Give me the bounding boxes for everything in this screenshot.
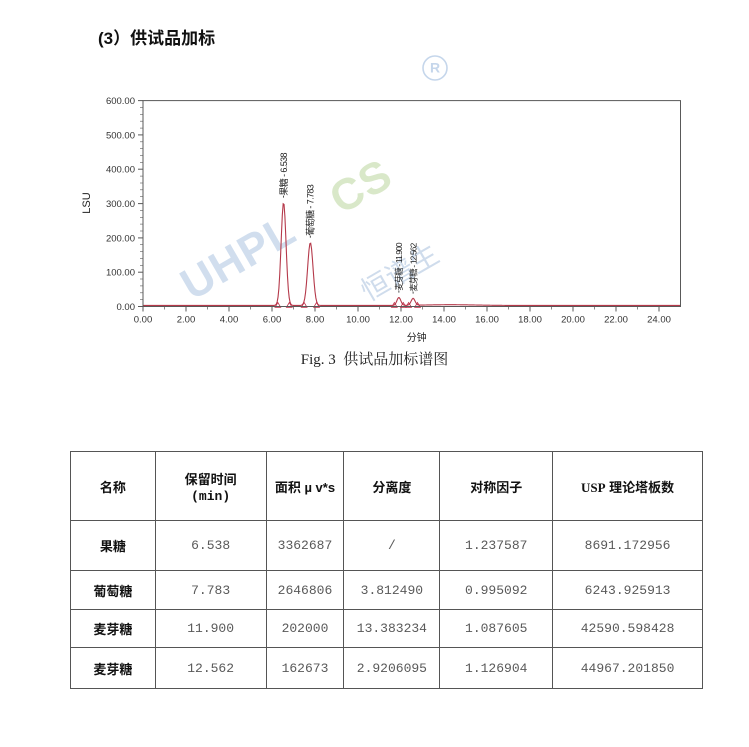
svg-text:6.00: 6.00: [263, 315, 282, 326]
svg-text:300.00: 300.00: [106, 199, 135, 210]
svg-text:24.00: 24.00: [647, 315, 671, 326]
svg-text:4.00: 4.00: [220, 315, 239, 326]
svg-text:12.00: 12.00: [389, 315, 413, 326]
svg-text:果糖 - 6.538: 果糖 - 6.538: [278, 152, 289, 195]
svg-text:200.00: 200.00: [106, 233, 135, 244]
svg-text:0.00: 0.00: [117, 302, 136, 313]
svg-text:20.00: 20.00: [561, 315, 585, 326]
svg-text:R: R: [430, 60, 440, 76]
svg-text:500.00: 500.00: [106, 130, 135, 141]
svg-text:2.00: 2.00: [177, 315, 196, 326]
svg-text:CS: CS: [321, 150, 400, 224]
svg-text:22.00: 22.00: [604, 315, 628, 326]
svg-text:18.00: 18.00: [518, 315, 542, 326]
svg-text:10.00: 10.00: [346, 315, 370, 326]
svg-text:LSU: LSU: [81, 192, 93, 213]
svg-text:16.00: 16.00: [475, 315, 499, 326]
svg-text:麦芽糖 - 12.562: 麦芽糖 - 12.562: [408, 242, 418, 291]
svg-text:100.00: 100.00: [106, 268, 135, 279]
svg-text:R: R: [478, 107, 487, 121]
svg-text:分钟: 分钟: [407, 331, 427, 344]
svg-text:UHPL: UHPL: [173, 205, 305, 309]
svg-text:400.00: 400.00: [106, 165, 135, 176]
svg-text:8.00: 8.00: [306, 315, 325, 326]
svg-text:麦芽糖 - 11.900: 麦芽糖 - 11.900: [394, 242, 404, 291]
svg-text:600.00: 600.00: [106, 96, 135, 107]
svg-text:14.00: 14.00: [432, 315, 456, 326]
svg-text:葡萄糖 - 7.783: 葡萄糖 - 7.783: [305, 184, 316, 236]
svg-text:0.00: 0.00: [134, 315, 153, 326]
